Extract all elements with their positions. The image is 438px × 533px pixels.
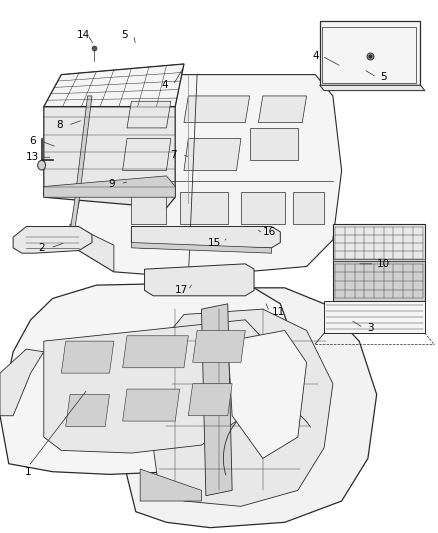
Polygon shape [188,384,232,416]
Text: 11: 11 [272,307,285,317]
Text: 4: 4 [161,80,168,90]
Polygon shape [131,192,166,224]
Text: 7: 7 [170,150,177,159]
Polygon shape [293,192,324,224]
Polygon shape [123,389,180,421]
Text: 9: 9 [108,179,115,189]
Polygon shape [0,282,289,474]
Text: 16: 16 [263,227,276,237]
Polygon shape [44,176,175,197]
Polygon shape [44,64,184,107]
Text: 13: 13 [26,152,39,162]
Text: 1: 1 [25,467,32,477]
Polygon shape [250,128,298,160]
Polygon shape [123,288,377,528]
Polygon shape [66,394,110,426]
Polygon shape [0,349,44,416]
Circle shape [38,160,46,170]
Polygon shape [70,224,114,272]
Polygon shape [201,304,232,496]
Polygon shape [44,96,175,208]
Polygon shape [70,75,342,277]
Polygon shape [61,341,114,373]
Polygon shape [44,320,263,453]
Polygon shape [123,139,171,171]
Polygon shape [184,139,241,171]
Bar [322,27,416,83]
Polygon shape [131,243,272,253]
Polygon shape [241,192,285,224]
Polygon shape [184,96,250,123]
Text: 15: 15 [208,238,221,247]
Polygon shape [140,469,201,501]
Polygon shape [333,259,425,261]
Polygon shape [333,261,425,301]
Polygon shape [131,227,280,248]
Text: 6: 6 [29,136,36,146]
Text: 8: 8 [56,120,63,130]
Text: 5: 5 [380,72,387,82]
Text: 10: 10 [377,259,390,269]
Text: 2: 2 [38,243,45,253]
Text: 4: 4 [312,51,319,61]
Text: 5: 5 [121,30,128,39]
Polygon shape [13,227,92,253]
Polygon shape [333,224,425,261]
Polygon shape [320,85,425,91]
Polygon shape [320,21,420,85]
Polygon shape [193,330,245,362]
Polygon shape [68,96,92,245]
Polygon shape [228,330,307,458]
Text: 17: 17 [175,286,188,295]
Polygon shape [324,301,425,333]
Polygon shape [149,309,333,506]
Polygon shape [127,101,171,128]
Polygon shape [123,336,188,368]
Polygon shape [258,96,307,123]
Polygon shape [145,264,254,296]
Text: 14: 14 [77,30,90,39]
Text: 3: 3 [367,323,374,333]
Polygon shape [180,192,228,224]
